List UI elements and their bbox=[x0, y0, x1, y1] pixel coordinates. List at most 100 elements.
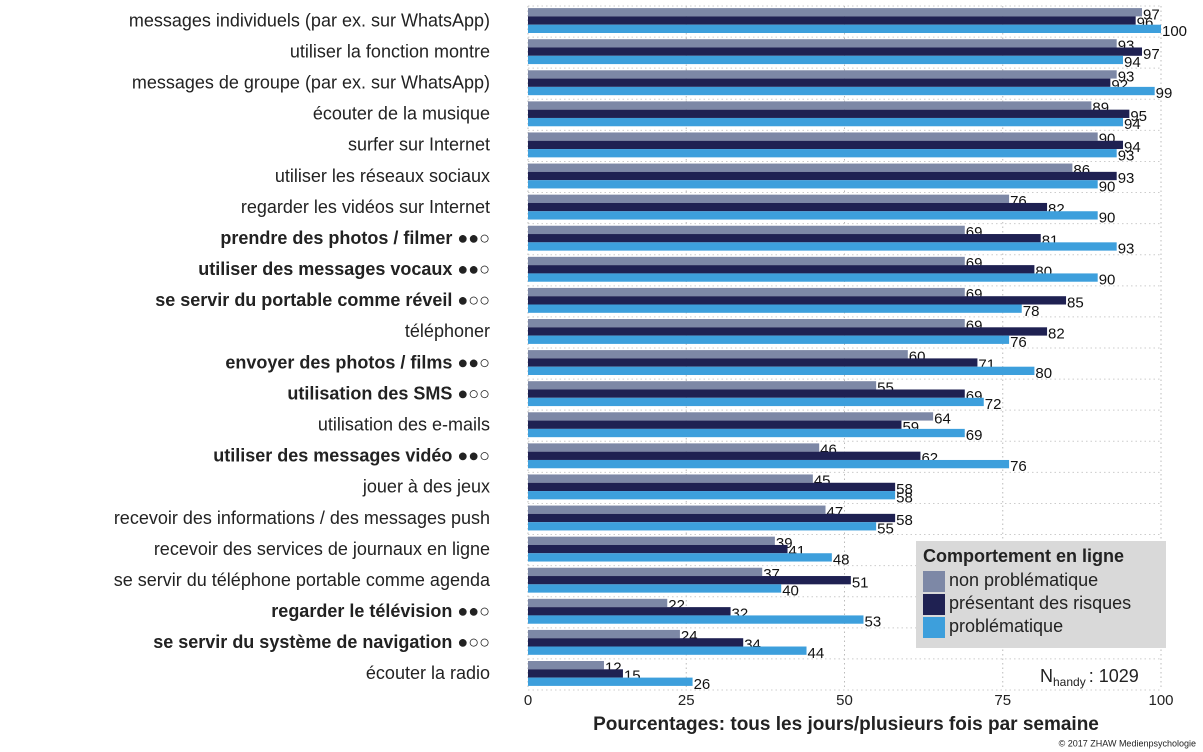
bar bbox=[528, 149, 1117, 158]
data-label: 58 bbox=[896, 481, 913, 498]
bar bbox=[528, 576, 851, 585]
data-label: 82 bbox=[1048, 326, 1065, 343]
data-label: 93 bbox=[1118, 69, 1135, 86]
bar bbox=[528, 296, 1067, 305]
legend-swatch bbox=[923, 594, 945, 615]
bar bbox=[528, 420, 902, 429]
bar bbox=[528, 335, 1010, 344]
y-tick-label: jouer à des jeux bbox=[362, 477, 490, 497]
bar bbox=[528, 615, 864, 624]
bar bbox=[528, 304, 1022, 313]
x-axis-title: Pourcentages: tous les jours/plusieurs f… bbox=[593, 714, 1099, 735]
bar bbox=[528, 163, 1073, 172]
bar bbox=[528, 242, 1117, 251]
x-tick-label: 100 bbox=[1148, 692, 1173, 709]
bar bbox=[528, 39, 1117, 48]
data-label: 76 bbox=[1010, 458, 1027, 475]
legend-label: présentant des risques bbox=[949, 593, 1131, 613]
bar bbox=[528, 319, 965, 328]
bar bbox=[528, 194, 1010, 203]
bar bbox=[528, 607, 731, 616]
y-tick-label: se servir du portable comme réveil ●○○ bbox=[155, 290, 490, 310]
bar bbox=[528, 327, 1048, 336]
data-label: 99 bbox=[1156, 85, 1173, 102]
bar bbox=[528, 389, 965, 398]
bar bbox=[528, 132, 1098, 141]
bar bbox=[528, 8, 1143, 17]
data-label: 97 bbox=[1143, 46, 1160, 63]
data-label: 94 bbox=[1124, 139, 1141, 156]
data-label: 40 bbox=[782, 583, 799, 600]
y-tick-label: se servir du système de navigation ●○○ bbox=[153, 632, 490, 652]
y-tick-label: utiliser des messages vocaux ●●○ bbox=[198, 259, 490, 279]
y-tick-label: utiliser les réseaux sociaux bbox=[275, 166, 490, 186]
y-tick-label: écouter de la musique bbox=[313, 104, 490, 124]
bar bbox=[528, 47, 1143, 56]
data-label: 44 bbox=[808, 645, 825, 662]
bar bbox=[528, 661, 604, 670]
y-tick-label: écouter la radio bbox=[366, 663, 490, 683]
bar bbox=[528, 366, 1035, 375]
y-tick-label: regarder le télévision ●●○ bbox=[271, 601, 490, 621]
bar bbox=[528, 287, 965, 297]
bar bbox=[528, 567, 763, 577]
y-tick-label: messages de groupe (par ex. sur WhatsApp… bbox=[132, 72, 490, 92]
bar bbox=[528, 513, 896, 523]
bar bbox=[528, 428, 965, 438]
bar bbox=[528, 55, 1124, 65]
bar bbox=[528, 16, 1136, 25]
x-tick-label: 50 bbox=[836, 692, 853, 709]
bar bbox=[528, 180, 1098, 189]
data-label: 26 bbox=[694, 676, 711, 693]
bar bbox=[528, 553, 832, 562]
bar bbox=[528, 101, 1092, 110]
y-tick-label: se servir du téléphone portable comme ag… bbox=[114, 570, 491, 590]
data-label: 80 bbox=[1035, 365, 1052, 382]
data-label: 69 bbox=[966, 427, 983, 444]
bar bbox=[528, 598, 668, 608]
y-tick-label: utilisation des SMS ●○○ bbox=[287, 383, 490, 403]
bar bbox=[528, 505, 826, 514]
data-label: 90 bbox=[1099, 178, 1116, 195]
bar bbox=[528, 677, 693, 686]
legend-title: Comportement en ligne bbox=[923, 546, 1124, 566]
bar bbox=[528, 474, 813, 483]
data-label: 94 bbox=[1124, 54, 1141, 71]
data-label: 58 bbox=[896, 512, 913, 529]
legend-label: problématique bbox=[949, 616, 1063, 636]
bar bbox=[528, 117, 1124, 127]
bar bbox=[528, 140, 1124, 150]
note-rest: : 1029 bbox=[1089, 666, 1139, 686]
bar bbox=[528, 109, 1130, 118]
bar bbox=[528, 202, 1048, 212]
bar bbox=[528, 265, 1035, 274]
legend-swatch bbox=[923, 617, 945, 638]
data-label: 94 bbox=[1124, 116, 1141, 133]
bar bbox=[528, 24, 1161, 33]
data-label: 93 bbox=[1118, 147, 1135, 164]
data-label: 51 bbox=[852, 574, 869, 591]
data-label: 55 bbox=[877, 520, 894, 537]
note-sub: handy bbox=[1053, 675, 1086, 689]
bar bbox=[528, 171, 1117, 181]
x-tick-label: 0 bbox=[524, 692, 532, 709]
y-tick-label: recevoir des informations / des messages… bbox=[114, 508, 490, 528]
bar bbox=[528, 536, 775, 545]
data-label: 93 bbox=[1118, 170, 1135, 187]
bar bbox=[528, 629, 680, 639]
bar bbox=[528, 522, 877, 531]
bar bbox=[528, 256, 965, 266]
y-tick-label: recevoir des services de journaux en lig… bbox=[154, 539, 490, 559]
y-tick-label: envoyer des photos / films ●●○ bbox=[225, 352, 490, 372]
bar bbox=[528, 78, 1111, 87]
legend-swatch bbox=[923, 571, 945, 592]
bar bbox=[528, 412, 934, 421]
data-label: 58 bbox=[896, 489, 913, 506]
x-tick-label: 25 bbox=[678, 692, 695, 709]
data-label: 78 bbox=[1023, 303, 1040, 320]
data-label: 93 bbox=[1118, 241, 1135, 258]
bar bbox=[528, 397, 984, 407]
bar bbox=[528, 638, 744, 647]
bar bbox=[528, 381, 877, 390]
